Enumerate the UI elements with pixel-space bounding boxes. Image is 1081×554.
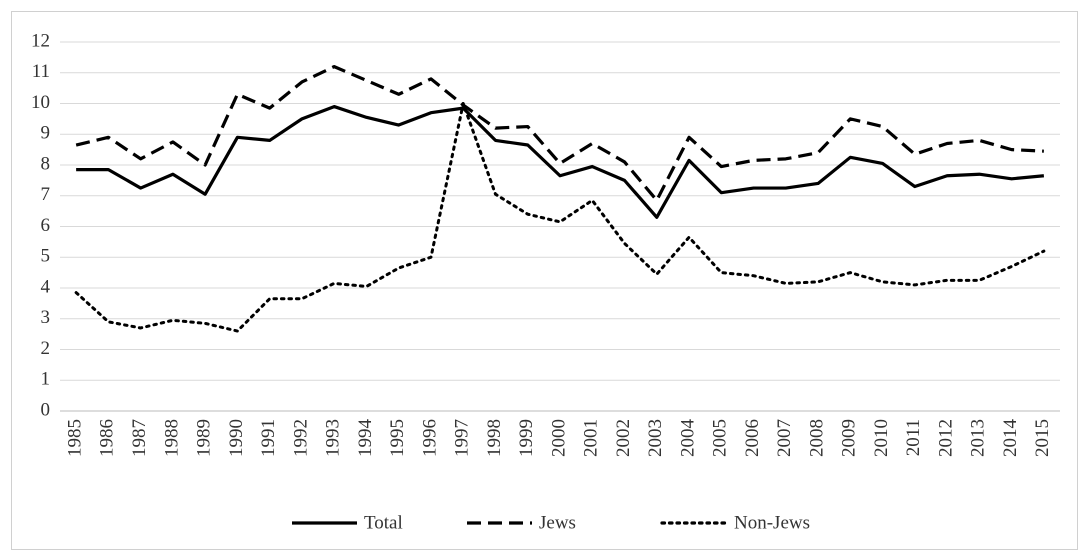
x-tick-label: 1990 xyxy=(226,419,247,457)
x-tick-label: 2004 xyxy=(677,419,698,458)
y-tick-label: 1 xyxy=(41,369,51,390)
y-tick-label: 11 xyxy=(32,61,50,82)
x-tick-label: 2014 xyxy=(1000,419,1021,458)
x-tick-label: 1993 xyxy=(323,419,344,457)
x-tick-label: 2011 xyxy=(903,419,924,456)
y-tick-label: 2 xyxy=(41,338,51,359)
x-tick-label: 2012 xyxy=(935,419,956,457)
y-tick-label: 5 xyxy=(41,246,51,267)
x-tick-label: 2013 xyxy=(968,419,989,457)
x-tick-label: 2010 xyxy=(871,419,892,457)
chart-border xyxy=(11,11,1078,550)
x-tick-label: 2005 xyxy=(710,419,731,457)
y-tick-label: 9 xyxy=(41,123,51,144)
x-tick-label: 1997 xyxy=(452,419,473,457)
x-tick-label: 2007 xyxy=(774,419,795,457)
y-tick-label: 3 xyxy=(41,307,51,328)
x-tick-label: 1998 xyxy=(484,419,505,457)
x-tick-label: 2003 xyxy=(645,419,666,457)
x-tick-label: 1996 xyxy=(419,419,440,457)
x-tick-label: 1985 xyxy=(64,419,85,457)
legend-label: Non-Jews xyxy=(734,512,810,533)
x-tick-label: 1995 xyxy=(387,419,408,457)
x-tick-label: 1987 xyxy=(129,419,150,457)
x-tick-label: 2009 xyxy=(839,419,860,457)
y-tick-label: 4 xyxy=(41,276,51,297)
x-tick-label: 1994 xyxy=(355,419,376,458)
y-tick-label: 10 xyxy=(31,92,50,113)
x-tick-label: 2015 xyxy=(1032,419,1053,457)
x-tick-label: 2008 xyxy=(806,419,827,457)
legend-label: Total xyxy=(364,512,403,533)
x-tick-label: 1986 xyxy=(97,419,118,457)
x-tick-label: 1991 xyxy=(258,419,279,457)
legend-label: Jews xyxy=(539,512,576,533)
series-line xyxy=(74,102,1046,333)
x-tick-label: 1992 xyxy=(290,419,311,457)
x-tick-label: 2000 xyxy=(548,419,569,457)
y-tick-label: 0 xyxy=(41,399,51,420)
series-line xyxy=(76,104,1045,219)
y-tick-label: 8 xyxy=(41,153,51,174)
x-tick-label: 1999 xyxy=(516,419,537,457)
x-tick-label: 1988 xyxy=(161,419,182,457)
x-tick-label: 1989 xyxy=(194,419,215,457)
y-tick-label: 6 xyxy=(41,215,51,236)
x-tick-label: 2006 xyxy=(742,419,763,457)
x-tick-label: 2001 xyxy=(581,419,602,457)
y-tick-label: 12 xyxy=(31,30,50,51)
x-tick-label: 2002 xyxy=(613,419,634,457)
y-tick-label: 7 xyxy=(41,184,51,205)
